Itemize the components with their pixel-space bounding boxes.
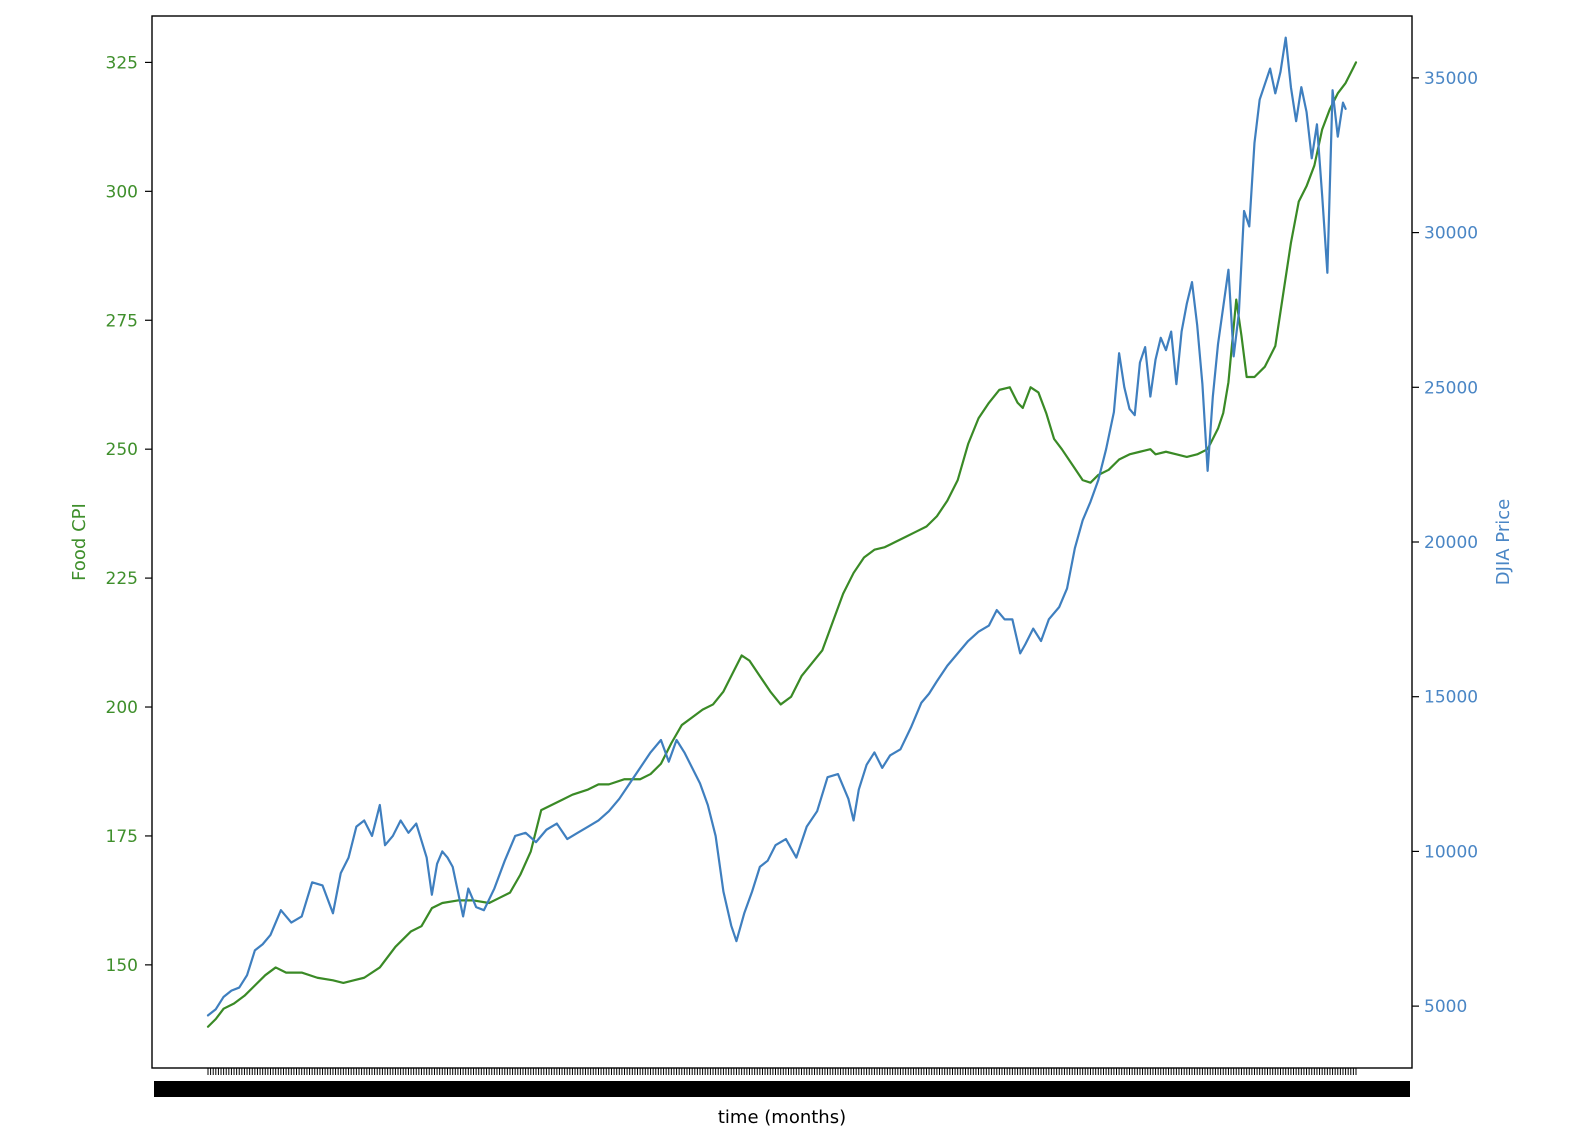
djia-price-line <box>206 36 1347 1017</box>
right-tick-label: 15000 <box>1424 688 1478 708</box>
right-tick-label: 10000 <box>1424 842 1478 862</box>
left-tick-label: 200 <box>106 698 138 718</box>
x-axis-title: time (months) <box>718 1107 846 1128</box>
right-tick-label: 5000 <box>1424 997 1467 1017</box>
x-axis <box>154 1068 1410 1097</box>
right-tick-label: 30000 <box>1424 224 1478 244</box>
left-tick-label: 275 <box>106 311 138 331</box>
left-tick-label: 150 <box>106 956 138 976</box>
left-axis-title: Food CPI <box>69 503 90 581</box>
x-tick-marks <box>207 1068 1357 1075</box>
left-tick-label: 250 <box>106 440 138 460</box>
left-y-axis: 150 175 200 225 250 275 300 325 <box>106 53 152 976</box>
right-tick-label: 20000 <box>1424 533 1478 553</box>
left-tick-label: 300 <box>106 182 138 202</box>
left-tick-label: 225 <box>106 569 138 589</box>
right-y-axis: 5000 10000 15000 20000 25000 30000 35000 <box>1412 69 1478 1017</box>
food-cpi-line <box>206 61 1358 1028</box>
plot-frame <box>151 15 1413 1069</box>
right-tick-label: 35000 <box>1424 69 1478 89</box>
series-layer <box>206 36 1358 1028</box>
left-tick-label: 175 <box>106 827 138 847</box>
right-axis-title: DJIA Price <box>1493 499 1514 585</box>
right-tick-label: 25000 <box>1424 378 1478 398</box>
x-tick-labels-overlap <box>154 1081 1410 1097</box>
left-tick-label: 325 <box>106 53 138 73</box>
